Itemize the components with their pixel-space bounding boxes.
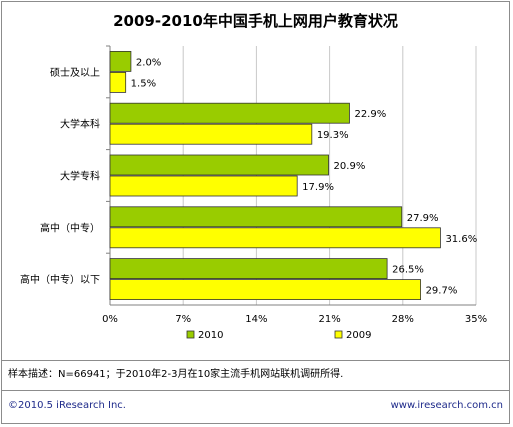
bar-2010	[109, 258, 388, 280]
data-label: 19.3%	[317, 130, 349, 141]
bar-2010	[109, 102, 350, 124]
bar-2009	[109, 279, 421, 301]
x-tick-label: 28%	[392, 314, 414, 325]
data-label: 31.6%	[445, 234, 477, 245]
copyright: ©2010.5 iResearch Inc.	[8, 400, 126, 411]
legend-swatch	[334, 330, 343, 339]
data-label: 17.9%	[302, 182, 334, 193]
separator-line	[2, 390, 509, 391]
data-label: 1.5%	[131, 78, 156, 89]
bar-2009	[109, 123, 313, 145]
x-tick-label: 7%	[175, 314, 191, 325]
data-label: 20.9%	[334, 161, 366, 172]
bar-2010	[109, 206, 403, 228]
website: www.iresearch.com.cn	[390, 400, 503, 411]
category-label: 高中（中专）	[40, 221, 100, 234]
bar-2010	[109, 154, 329, 176]
chart-title: 2009-2010年中国手机上网用户教育状况	[113, 12, 398, 30]
data-label: 2.0%	[136, 57, 161, 68]
sample-note: 样本描述：N=66941；于2010年2-3月在10家主流手机网站联机调研所得.	[8, 369, 344, 380]
legend-swatch	[186, 330, 195, 339]
separator-line	[2, 360, 509, 361]
category-label: 高中（中专）以下	[20, 273, 100, 286]
data-label: 29.7%	[426, 286, 458, 297]
x-tick-label: 0%	[102, 314, 118, 325]
category-label: 大学本科	[60, 118, 100, 131]
x-tick-label: 14%	[245, 314, 267, 325]
data-label: 26.5%	[392, 265, 424, 276]
legend-label: 2009	[346, 330, 371, 341]
data-label: 22.9%	[354, 109, 386, 120]
bar-2010	[109, 51, 132, 72]
bar-2009	[109, 227, 441, 249]
legend-label: 2010	[198, 330, 223, 341]
bar-2009	[109, 72, 127, 93]
data-label: 27.9%	[407, 213, 439, 224]
bar-2009	[109, 175, 298, 197]
x-tick-label: 35%	[465, 314, 487, 325]
category-label: 硕士及以上	[50, 66, 100, 79]
x-tick-label: 21%	[318, 314, 340, 325]
category-label: 大学专科	[60, 170, 100, 183]
